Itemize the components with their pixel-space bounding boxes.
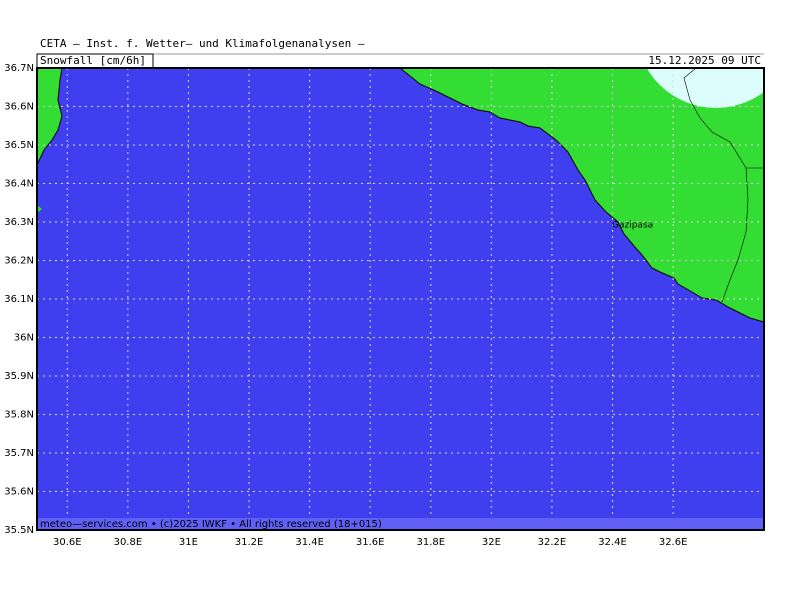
lat-label: 35.6N: [4, 487, 34, 498]
lat-label: 35.5N: [4, 525, 34, 536]
place-label: Gazipasa: [612, 221, 653, 231]
lat-label: 36N: [14, 333, 34, 344]
lon-label: 30.8E: [114, 537, 143, 548]
map-area: meteo—services.com • (c)2025 IWKF • All …: [37, 68, 764, 530]
snow-area: [646, 68, 764, 108]
lat-label: 36.5N: [4, 140, 34, 151]
lat-label: 36.1N: [4, 294, 34, 305]
lon-label: 31.4E: [295, 537, 324, 548]
field-label: Snowfall [cm/6h]: [40, 54, 146, 67]
lat-label: 36.7N: [4, 63, 34, 74]
land: [399, 68, 764, 323]
date-label: 15.12.2025 09 UTC: [648, 54, 761, 67]
lon-label: 32.4E: [598, 537, 627, 548]
lon-label: 31.2E: [235, 537, 264, 548]
lon-label: 31.8E: [416, 537, 445, 548]
lat-label: 36.4N: [4, 179, 34, 190]
lat-label: 35.9N: [4, 371, 34, 382]
map-frame: [36, 67, 765, 531]
lon-label: 31.6E: [356, 537, 385, 548]
lat-label: 36.2N: [4, 256, 34, 267]
lon-label: 32.2E: [538, 537, 567, 548]
lat-label: 36.6N: [4, 102, 34, 113]
lat-label: 35.8N: [4, 410, 34, 421]
lat-label: 36.3N: [4, 217, 34, 228]
footer-credit: meteo—services.com • (c)2025 IWKF • All …: [40, 519, 382, 530]
lon-label: 31E: [179, 537, 198, 548]
lon-label: 32E: [482, 537, 501, 548]
border: [683, 68, 749, 303]
land: [37, 68, 63, 166]
lat-label: 35.7N: [4, 448, 34, 459]
land: [37, 205, 42, 213]
header-title: CETA — Inst. f. Wetter— und Klimafolgena…: [40, 37, 365, 50]
lon-label: 30.6E: [53, 537, 82, 548]
lon-label: 32.6E: [659, 537, 688, 548]
footer-band: [37, 518, 764, 530]
